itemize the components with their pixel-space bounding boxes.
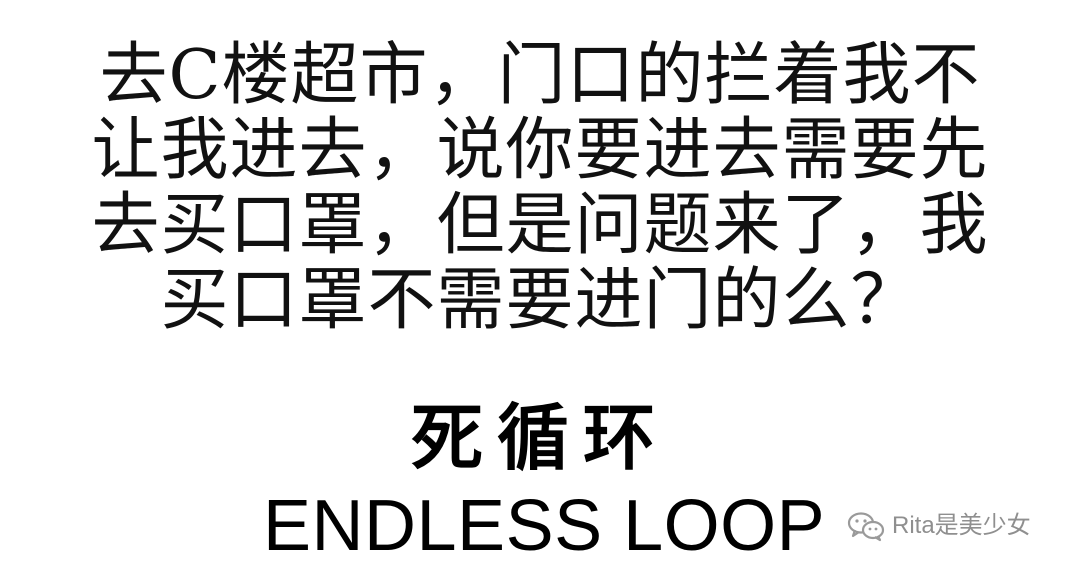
wechat-watermark: Rita是美少女 xyxy=(846,509,1031,543)
meme-text-paragraph: 去C楼超市，门口的拦着我不 让我进去，说你要进去需要先 去买口罩，但是问题来了，… xyxy=(0,38,1080,338)
chinese-title: 死循环 xyxy=(410,396,669,480)
paragraph-line-3: 去买口罩，但是问题来了，我 xyxy=(91,186,989,265)
wechat-icon xyxy=(846,510,886,542)
paragraph-line-1: 去C楼超市，门口的拦着我不 xyxy=(99,36,981,115)
watermark-text: Rita是美少女 xyxy=(892,512,1031,539)
paragraph-line-2: 让我进去，说你要进去需要先 xyxy=(91,111,989,190)
paragraph-line-4: 买口罩不需要进门的么？ xyxy=(160,261,920,340)
english-title: ENDLESS LOOP xyxy=(263,486,826,566)
